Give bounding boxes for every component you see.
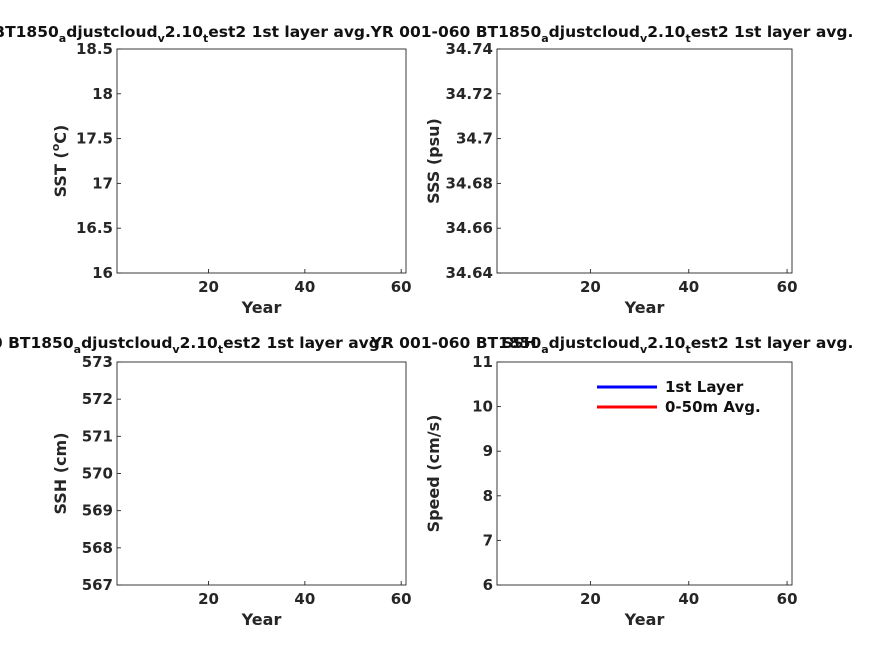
legend-label: 1st Layer (665, 378, 744, 396)
y-tick-label: 34.68 (446, 174, 493, 192)
y-tick-label: 34.66 (446, 219, 493, 237)
x-tick-label: 60 (777, 590, 798, 608)
x-tick-label: 20 (198, 278, 219, 296)
x-axis-label: Year (624, 298, 665, 317)
y-tick-label: 7 (483, 531, 493, 549)
y-tick-label: 34.72 (446, 85, 493, 103)
chart-title: YR 001-060 BT1850adjustcloudv2.10test2 1… (370, 334, 854, 356)
y-axis-label: Speed (cm/s) (424, 415, 443, 533)
chart-title-overlay: SSH (502, 334, 537, 352)
x-axis-label: Year (241, 298, 282, 317)
x-tick-label: 40 (678, 278, 699, 296)
x-tick-label: 40 (678, 590, 699, 608)
x-tick-label: 60 (391, 590, 412, 608)
axes-box (496, 48, 793, 274)
x-tick-label: 40 (294, 590, 315, 608)
y-tick-label: 570 (82, 465, 113, 483)
axes-box (116, 361, 407, 586)
axes-box (116, 48, 407, 274)
chart-title: R 001-060 BT1850adjustcloudv2.10test2 1s… (0, 334, 386, 356)
x-axis-label: Year (241, 610, 282, 629)
x-tick-label: 40 (294, 278, 315, 296)
chart-panel-3: 20 40 60 567 568 569 570 571 572 573 Year SSH (cm) R… (0, 334, 412, 629)
chart-panel-1: 20 40 60 16 16.5 17 17.5 18 18.5 Year SST (oC) -060… (0, 23, 412, 317)
y-axis-label: SSH (cm) (51, 432, 70, 514)
axes-box (496, 361, 793, 586)
y-tick-label: 16 (92, 264, 113, 282)
y-tick-label: 572 (82, 390, 113, 408)
y-tick-label: 8 (483, 487, 493, 505)
y-tick-label: 568 (82, 539, 113, 557)
y-tick-label: 9 (483, 442, 493, 460)
y-tick-label: 16.5 (76, 219, 113, 237)
chart-panel-4: 20 40 60 6 7 8 9 10 11 Year Speed (cm/s) YR 001-060… (370, 334, 854, 629)
x-tick-label: 20 (580, 278, 601, 296)
y-axis-label: SSS (psu) (424, 118, 443, 204)
y-tick-label: 34.64 (446, 264, 493, 282)
legend: 1st Layer 0-50m Avg. (597, 378, 761, 416)
x-tick-label: 60 (777, 278, 798, 296)
y-tick-label: 17.5 (76, 130, 113, 148)
y-axis-label: SST (oC) (49, 125, 70, 198)
y-tick-label: 11 (472, 353, 493, 371)
x-tick-label: 20 (580, 590, 601, 608)
y-tick-label: 571 (82, 427, 113, 445)
y-tick-label: 34.7 (456, 130, 493, 148)
y-tick-label: 34.74 (446, 40, 493, 58)
y-tick-label: 17 (92, 174, 113, 192)
y-tick-label: 18.5 (76, 40, 113, 58)
y-tick-label: 18 (92, 85, 113, 103)
y-tick-label: 10 (472, 398, 493, 416)
x-tick-label: 20 (198, 590, 219, 608)
y-tick-label: 569 (82, 502, 113, 520)
y-tick-label: 6 (483, 576, 493, 594)
y-tick-label: 567 (82, 576, 113, 594)
x-tick-label: 60 (391, 278, 412, 296)
chart-panel-2: 20 40 60 34.64 34.66 34.68 34.7 34.72 34.74 Year S… (370, 23, 854, 317)
y-tick-label: 573 (82, 353, 113, 371)
chart-title: -060 BT1850adjustcloudv2.10test2 1st lay… (0, 23, 371, 45)
chart-title: YR 001-060 BT1850adjustcloudv2.10test2 1… (370, 23, 854, 45)
x-axis-label: Year (624, 610, 665, 629)
legend-label: 0-50m Avg. (665, 398, 761, 416)
